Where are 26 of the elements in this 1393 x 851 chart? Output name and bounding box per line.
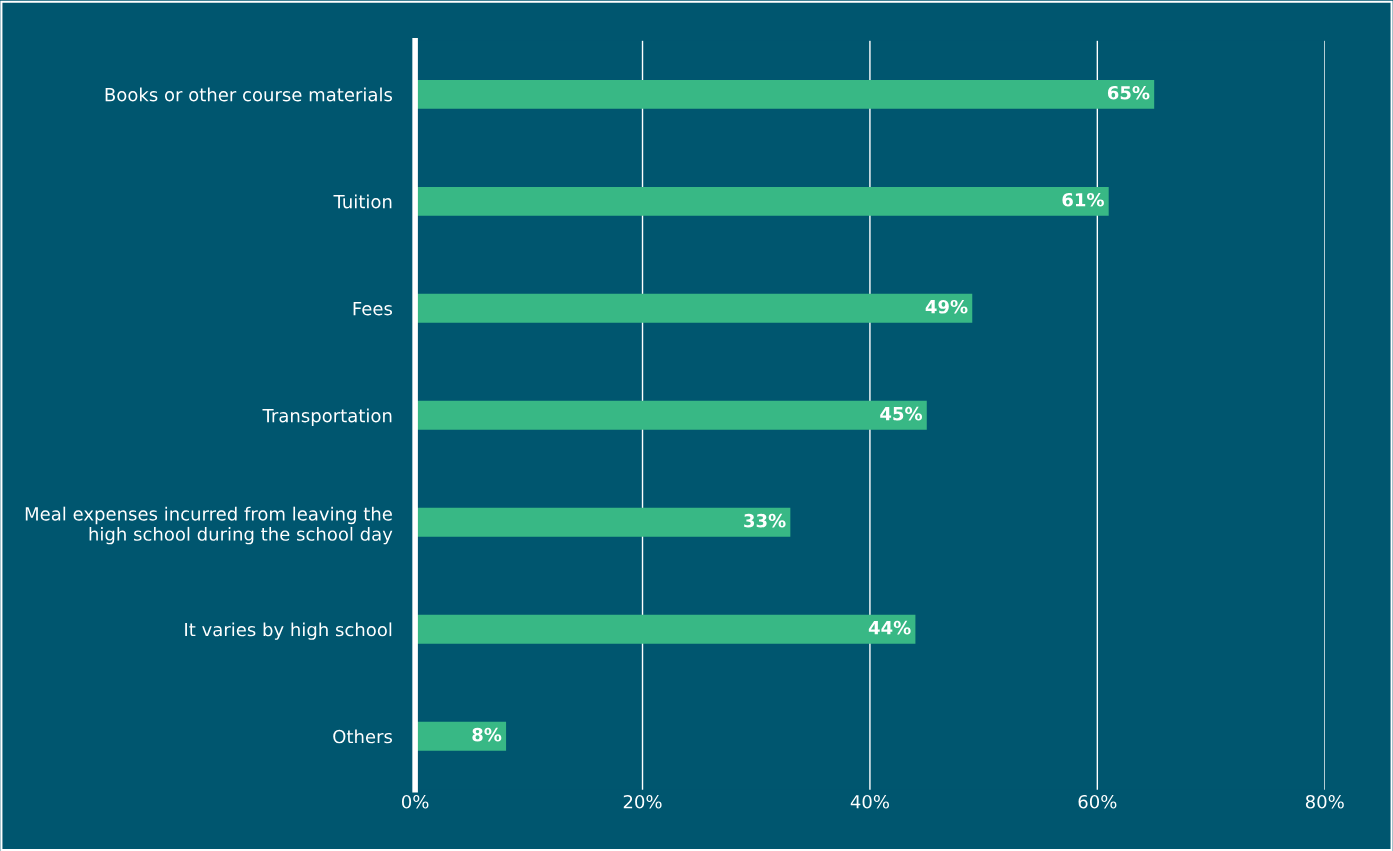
y-tick-label: It varies by high school <box>185 622 392 640</box>
y-tick-label: Tuition <box>333 194 392 209</box>
data-label: 45% <box>880 406 923 421</box>
bar <box>415 293 973 323</box>
data-label: 61% <box>1062 192 1104 207</box>
y-tick-label: Transportation <box>262 408 392 426</box>
bar <box>415 79 1155 109</box>
x-tick-label: 40% <box>850 794 889 809</box>
x-tick-label: 60% <box>1078 794 1117 809</box>
y-tick-label: Books or other course materials <box>105 87 393 102</box>
bar <box>415 614 916 644</box>
y-tick-label: Fees <box>353 302 393 316</box>
x-tick-label: 0% <box>401 794 429 809</box>
x-tick-label: 80% <box>1305 794 1344 809</box>
bar <box>415 721 507 751</box>
data-label: 33% <box>744 513 786 528</box>
data-label: 49% <box>925 299 968 314</box>
bar <box>415 400 927 430</box>
x-tick-label: 20% <box>623 794 662 809</box>
data-label: 8% <box>472 727 502 742</box>
data-label: 65% <box>1107 85 1150 100</box>
bar <box>415 507 791 537</box>
y-tick-label: Meal expenses incurred from leaving the high school during the school day <box>25 506 393 545</box>
data-label: 44% <box>868 620 911 635</box>
bar <box>415 186 1109 216</box>
y-tick-label: Others <box>333 729 393 744</box>
